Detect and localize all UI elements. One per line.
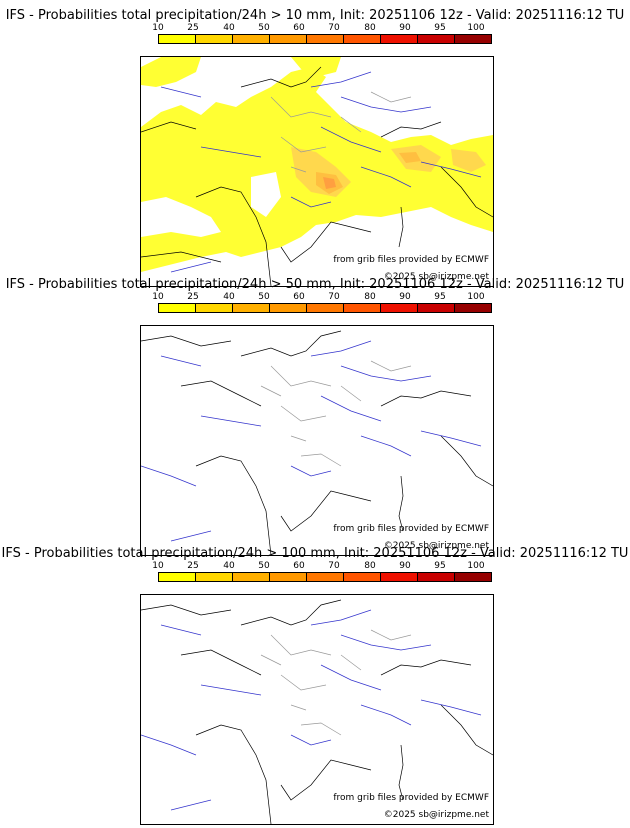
colorbar-tick: 60 [293,292,305,302]
colorbar-tick: 70 [328,561,340,571]
colorbar-tick: 95 [434,23,446,33]
colorbar-segment [455,304,491,312]
colorbar-segment [270,573,307,581]
copyright-credit: ©2025 sb@irizpme.net [383,810,489,820]
panel-100mm: IFS - Probabilities total precipitation/… [0,546,630,825]
source-credit: from grib files provided by ECMWF [333,524,489,534]
colorbar-segment [307,304,344,312]
panel-50mm: IFS - Probabilities total precipitation/… [0,277,630,556]
colorbar-segment [159,304,196,312]
colorbar-segment [344,573,381,581]
colorbar [158,34,492,44]
source-credit: from grib files provided by ECMWF [333,255,489,265]
probability-map: from grib files provided by ECMWF ©2025 … [140,56,494,287]
colorbar-tick: 95 [434,561,446,571]
colorbar-tick: 90 [399,292,411,302]
colorbar-segment [381,304,418,312]
colorbar-tick: 95 [434,292,446,302]
panel-title: IFS - Probabilities total precipitation/… [5,8,625,23]
colorbar [158,303,492,313]
colorbar-tick: 100 [467,561,485,571]
precip-field [141,57,493,272]
colorbar-tick: 10 [152,292,164,302]
colorbar-tick: 25 [187,292,199,302]
colorbar-segment [233,304,270,312]
colorbar-segment [307,573,344,581]
map-canvas [141,57,493,286]
colorbar-tick: 70 [328,292,340,302]
source-credit: from grib files provided by ECMWF [333,793,489,803]
colorbar-segment [455,573,491,581]
colorbar-tick: 100 [467,23,485,33]
colorbar-tick: 50 [258,292,270,302]
colorbar-segment [455,35,491,43]
colorbar-segment [270,35,307,43]
probability-map: from grib files provided by ECMWF ©2025 … [140,594,494,825]
colorbar-tick: 80 [364,561,376,571]
colorbar-segment [196,304,233,312]
colorbar-tick: 50 [258,23,270,33]
colorbar-segment [344,304,381,312]
copyright-credit: ©2025 sb@irizpme.net [383,272,489,282]
colorbar-tick: 25 [187,23,199,33]
map-lines [141,330,493,555]
colorbar-segment [418,304,455,312]
colorbar-segment [196,573,233,581]
colorbar-tick: 40 [223,561,235,571]
colorbar-segment [233,573,270,581]
copyright-credit: ©2025 sb@irizpme.net [383,541,489,551]
colorbar-tick: 50 [258,561,270,571]
colorbar-segment [381,573,418,581]
map-canvas [141,599,493,824]
colorbar-tick: 40 [223,292,235,302]
colorbar-segment [196,35,233,43]
colorbar-tick: 90 [399,561,411,571]
panel-title: IFS - Probabilities total precipitation/… [5,277,625,292]
map-lines [141,599,493,824]
colorbar-tick: 10 [152,23,164,33]
colorbar-tick: 60 [293,23,305,33]
colorbar-tick: 90 [399,23,411,33]
panel-title: IFS - Probabilities total precipitation/… [1,546,629,561]
colorbar-tick: 60 [293,561,305,571]
map-canvas [141,330,493,555]
colorbar-segment [344,35,381,43]
colorbar-tick: 70 [328,23,340,33]
map-lines [141,66,493,286]
colorbar [158,572,492,582]
colorbar-tick: 10 [152,561,164,571]
colorbar-segment [270,304,307,312]
colorbar-segment [159,35,196,43]
colorbar-segment [233,35,270,43]
probability-map: from grib files provided by ECMWF ©2025 … [140,325,494,556]
colorbar-segment [381,35,418,43]
colorbar-tick: 40 [223,23,235,33]
colorbar-tick: 25 [187,561,199,571]
colorbar-tick: 80 [364,23,376,33]
colorbar-segment [418,35,455,43]
colorbar-tick: 100 [467,292,485,302]
colorbar-segment [307,35,344,43]
colorbar-segment [418,573,455,581]
panel-10mm: IFS - Probabilities total precipitation/… [0,8,630,287]
colorbar-segment [159,573,196,581]
colorbar-tick: 80 [364,292,376,302]
